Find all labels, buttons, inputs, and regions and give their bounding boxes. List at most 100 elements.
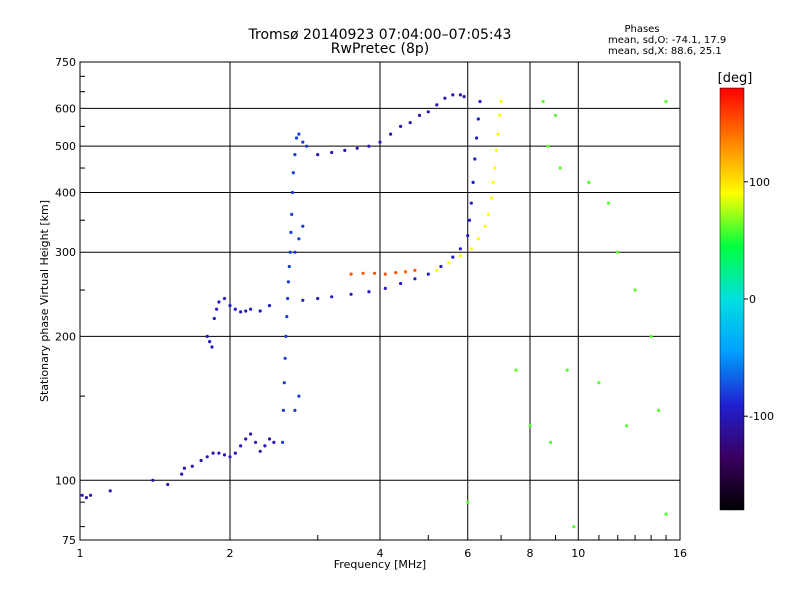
- colorbar-ticks: 100 0 -100: [744, 176, 774, 423]
- x-tick-label: 4: [377, 547, 384, 560]
- data-point: [228, 304, 232, 308]
- data-point: [408, 121, 412, 125]
- data-point: [285, 315, 289, 319]
- data-point: [378, 140, 382, 144]
- data-point: [293, 408, 297, 412]
- data-point: [361, 271, 365, 275]
- data-point: [546, 144, 550, 148]
- data-point: [383, 286, 387, 290]
- data-point: [498, 113, 502, 117]
- data-point: [616, 250, 620, 254]
- data-point: [435, 103, 439, 107]
- data-point: [451, 255, 455, 259]
- data-point: [389, 132, 393, 136]
- data-point: [462, 95, 466, 99]
- colorbar-tick-label: 100: [749, 176, 770, 189]
- y-tick-label: 300: [55, 246, 76, 259]
- data-point: [417, 113, 422, 117]
- x-axis-label: Frequency [MHz]: [334, 558, 426, 571]
- data-point: [633, 288, 637, 292]
- data-point: [399, 281, 403, 286]
- data-point: [283, 356, 287, 360]
- data-point: [286, 296, 290, 301]
- data-point: [330, 295, 334, 299]
- data-point: [253, 440, 258, 444]
- data-point: [249, 307, 253, 311]
- data-point: [367, 144, 371, 148]
- data-point: [217, 300, 221, 304]
- data-point: [293, 153, 297, 157]
- data-point: [258, 309, 262, 313]
- data-point: [244, 309, 248, 313]
- y-tick-label: 75: [62, 534, 76, 547]
- data-point: [451, 93, 455, 97]
- data-point: [244, 437, 248, 441]
- data-point: [305, 144, 309, 148]
- data-point: [297, 237, 301, 241]
- data-point: [367, 290, 371, 294]
- data-point: [458, 93, 462, 97]
- data-point: [293, 250, 297, 254]
- data-point: [215, 307, 219, 311]
- data-point: [205, 334, 209, 338]
- data-point: [288, 250, 292, 254]
- data-point: [514, 368, 518, 372]
- data-point: [343, 148, 347, 152]
- data-point: [205, 455, 209, 459]
- data-point: [84, 496, 88, 500]
- data-point: [475, 136, 479, 140]
- data-point: [166, 482, 170, 487]
- colorbar-tick-label: -100: [749, 410, 774, 423]
- colorbar: [719, 87, 745, 511]
- data-point: [476, 117, 480, 121]
- data-point: [263, 444, 267, 448]
- data-point: [413, 277, 417, 281]
- data-point: [403, 270, 408, 274]
- data-point: [180, 472, 184, 476]
- data-point: [553, 113, 558, 117]
- data-point: [80, 493, 84, 497]
- data-point: [290, 190, 295, 195]
- data-point: [565, 368, 569, 372]
- data-point: [212, 316, 216, 321]
- data-point: [190, 464, 194, 468]
- data-point: [447, 261, 451, 265]
- data-point: [426, 110, 430, 114]
- data-point: [383, 272, 387, 276]
- y-tick-label: 200: [55, 330, 76, 343]
- data-point: [426, 272, 430, 276]
- data-point: [199, 458, 203, 463]
- data-point: [657, 408, 661, 412]
- data-point: [606, 201, 611, 205]
- data-points: [80, 93, 668, 529]
- data-point: [228, 455, 232, 459]
- data-point: [491, 180, 495, 184]
- data-point: [467, 218, 472, 222]
- x-tick-label: 2: [227, 547, 234, 560]
- data-point: [294, 136, 299, 140]
- data-point: [493, 166, 497, 170]
- data-point: [458, 247, 462, 251]
- data-point: [649, 334, 653, 338]
- data-point: [541, 99, 545, 104]
- stats-x-mode: mean, sd,X: 88.6, 25.1: [608, 46, 722, 57]
- y-tick-label: 100: [55, 474, 76, 487]
- data-point: [587, 180, 591, 184]
- data-point: [483, 224, 487, 228]
- data-point: [290, 212, 294, 216]
- data-point: [211, 451, 215, 455]
- data-point: [439, 264, 443, 269]
- data-point: [267, 437, 272, 441]
- data-point: [281, 440, 285, 444]
- data-point: [466, 500, 470, 504]
- data-point: [258, 449, 262, 453]
- data-point: [471, 180, 475, 184]
- chart-title: Tromsø 20140923 07:04:00–07:05:43: [248, 27, 512, 43]
- data-point: [297, 394, 301, 398]
- plot-frame: [79, 61, 681, 541]
- data-point: [284, 334, 288, 338]
- data-point: [249, 432, 253, 436]
- data-point: [478, 99, 482, 104]
- data-point: [486, 212, 490, 216]
